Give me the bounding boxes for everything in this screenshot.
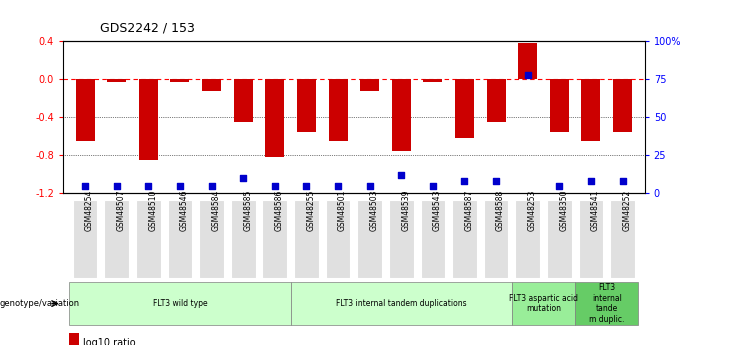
Text: GSM48543: GSM48543: [433, 189, 442, 231]
Bar: [233, 79, 253, 122]
Text: GSM48507: GSM48507: [117, 189, 126, 231]
Point: [301, 183, 313, 188]
FancyBboxPatch shape: [357, 200, 382, 278]
FancyBboxPatch shape: [104, 200, 129, 278]
Text: log10 ratio: log10 ratio: [83, 338, 136, 345]
Bar: [455, 79, 474, 138]
Point: [142, 183, 154, 188]
Text: genotype/variation: genotype/variation: [0, 299, 80, 308]
Bar: [423, 79, 442, 82]
Text: GSM48587: GSM48587: [465, 190, 473, 231]
Bar: [487, 79, 505, 122]
FancyBboxPatch shape: [326, 200, 350, 278]
FancyBboxPatch shape: [389, 200, 413, 278]
Text: FLT3 wild type: FLT3 wild type: [153, 299, 207, 308]
Point: [111, 183, 123, 188]
Point: [174, 183, 186, 188]
Text: GSM48503: GSM48503: [370, 189, 379, 231]
Text: GSM48254: GSM48254: [85, 190, 94, 231]
Point: [427, 183, 439, 188]
Text: GSM48546: GSM48546: [180, 189, 189, 231]
Bar: [392, 79, 411, 150]
FancyBboxPatch shape: [610, 200, 635, 278]
FancyBboxPatch shape: [294, 200, 319, 278]
Text: GSM48255: GSM48255: [307, 190, 316, 231]
FancyBboxPatch shape: [579, 200, 603, 278]
Text: GSM48539: GSM48539: [401, 189, 411, 231]
Point: [585, 178, 597, 184]
Bar: [170, 79, 190, 82]
Text: FLT3
internal
tande
m duplic.: FLT3 internal tande m duplic.: [589, 284, 625, 324]
Bar: [202, 79, 221, 91]
Point: [237, 175, 249, 181]
FancyBboxPatch shape: [199, 200, 224, 278]
Bar: [328, 79, 348, 141]
Point: [79, 183, 91, 188]
Text: GSM48585: GSM48585: [243, 190, 252, 231]
Text: GSM48350: GSM48350: [559, 189, 568, 231]
Text: GSM48501: GSM48501: [338, 190, 347, 231]
FancyBboxPatch shape: [421, 200, 445, 278]
Point: [554, 183, 565, 188]
Point: [522, 72, 534, 78]
Bar: [139, 79, 158, 160]
Bar: [582, 79, 600, 141]
Text: GSM48541: GSM48541: [591, 190, 600, 231]
FancyBboxPatch shape: [231, 200, 256, 278]
FancyBboxPatch shape: [136, 200, 161, 278]
Text: GDS2242 / 153: GDS2242 / 153: [100, 21, 195, 34]
FancyBboxPatch shape: [167, 200, 192, 278]
Text: GSM48510: GSM48510: [148, 190, 157, 231]
FancyBboxPatch shape: [516, 200, 540, 278]
Text: GSM48252: GSM48252: [622, 190, 631, 231]
Point: [459, 178, 471, 184]
Point: [395, 172, 407, 178]
Text: GSM48584: GSM48584: [212, 190, 221, 231]
Point: [490, 178, 502, 184]
Text: FLT3 internal tandem duplications: FLT3 internal tandem duplications: [336, 299, 467, 308]
Bar: [297, 79, 316, 131]
Bar: [69, 333, 79, 345]
Point: [332, 183, 344, 188]
FancyBboxPatch shape: [73, 200, 98, 278]
Point: [269, 183, 281, 188]
Text: GSM48586: GSM48586: [275, 190, 284, 231]
FancyBboxPatch shape: [262, 200, 287, 278]
Point: [617, 178, 628, 184]
Point: [364, 183, 376, 188]
Text: FLT3 aspartic acid
mutation: FLT3 aspartic acid mutation: [509, 294, 578, 313]
Bar: [613, 79, 632, 131]
FancyBboxPatch shape: [575, 282, 638, 325]
Bar: [518, 43, 537, 79]
Point: [206, 183, 218, 188]
Text: GSM48588: GSM48588: [496, 190, 505, 231]
FancyBboxPatch shape: [452, 200, 476, 278]
FancyBboxPatch shape: [70, 282, 290, 325]
Bar: [107, 79, 126, 82]
Bar: [550, 79, 569, 131]
FancyBboxPatch shape: [290, 282, 512, 325]
Bar: [360, 79, 379, 91]
FancyBboxPatch shape: [547, 200, 571, 278]
FancyBboxPatch shape: [484, 200, 508, 278]
FancyBboxPatch shape: [512, 282, 575, 325]
Bar: [76, 79, 95, 141]
Bar: [265, 79, 285, 157]
Text: GSM48253: GSM48253: [528, 190, 536, 231]
